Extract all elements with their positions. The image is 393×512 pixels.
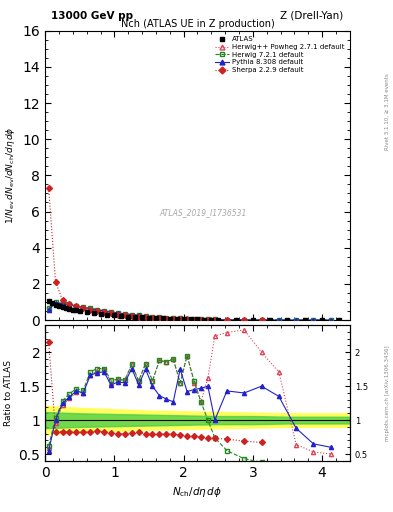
Text: ATLAS_2019_I1736531: ATLAS_2019_I1736531	[160, 208, 247, 218]
Title: Nch (ATLAS UE in Z production): Nch (ATLAS UE in Z production)	[121, 18, 274, 29]
Text: Z (Drell-Yan): Z (Drell-Yan)	[281, 11, 343, 20]
Y-axis label: Ratio to ATLAS: Ratio to ATLAS	[4, 360, 13, 426]
Text: Rivet 3.1.10, ≥ 3.1M events: Rivet 3.1.10, ≥ 3.1M events	[385, 73, 389, 150]
Text: 13000 GeV pp: 13000 GeV pp	[51, 11, 133, 20]
Text: mcplots.cern.ch [arXiv:1306.3436]: mcplots.cern.ch [arXiv:1306.3436]	[385, 345, 389, 441]
X-axis label: $N_\mathrm{ch}/d\eta\,d\phi$: $N_\mathrm{ch}/d\eta\,d\phi$	[173, 485, 222, 499]
Legend: ATLAS, Herwig++ Powheg 2.7.1 default, Herwig 7.2.1 default, Pythia 8.308 default: ATLAS, Herwig++ Powheg 2.7.1 default, He…	[213, 34, 346, 75]
Y-axis label: $1/N_\mathrm{ev}\,dN_\mathrm{ev}/dN_\mathrm{ch}/d\eta\,d\phi$: $1/N_\mathrm{ev}\,dN_\mathrm{ev}/dN_\mat…	[4, 126, 17, 224]
